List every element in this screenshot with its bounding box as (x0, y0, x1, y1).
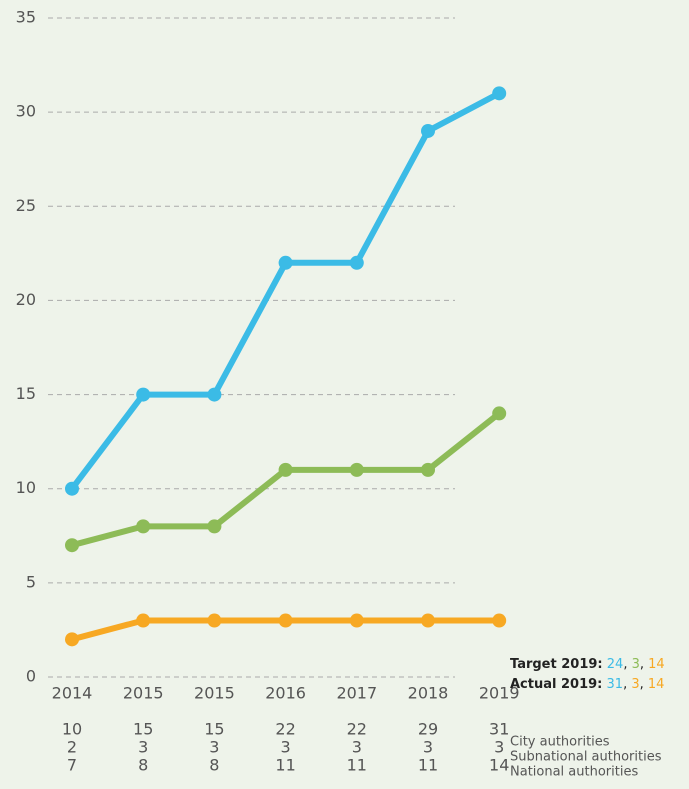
data-label: 3 (423, 738, 433, 757)
x-tick-label: 2018 (408, 684, 449, 703)
data-label: 10 (62, 720, 82, 739)
legend-entry: City authorities (510, 735, 610, 750)
y-tick-label: 5 (26, 572, 36, 591)
annotation: Actual 2019: 31, 3, 14 (510, 677, 664, 692)
data-point (278, 462, 293, 477)
legend-entry: Subnational authorities (510, 750, 662, 765)
data-label: 3 (209, 738, 219, 757)
data-point (349, 255, 364, 270)
data-point (136, 519, 151, 534)
data-label: 11 (347, 756, 367, 775)
data-point (492, 613, 507, 628)
data-label: 31 (489, 720, 509, 739)
data-point (278, 255, 293, 270)
data-label: 11 (275, 756, 295, 775)
y-tick-label: 0 (26, 667, 36, 686)
annotation-value: 14 (648, 677, 665, 692)
series-line (71, 411, 502, 549)
annotation: Target 2019: 24, 3, 14 (510, 657, 665, 672)
data-label: 29 (418, 720, 438, 739)
data-point (207, 519, 222, 534)
data-label: 8 (138, 756, 148, 775)
x-tick-label: 2015 (123, 684, 164, 703)
data-label: 8 (209, 756, 219, 775)
annotation-value: 24 (607, 657, 624, 672)
data-point (65, 481, 79, 496)
y-tick-label: 20 (16, 290, 36, 309)
y-tick-label: 30 (16, 102, 36, 121)
data-point (349, 613, 364, 628)
annotation-value: 3 (632, 657, 640, 672)
data-point (207, 613, 222, 628)
data-point (492, 406, 507, 421)
annotation-value: 3 (631, 677, 639, 692)
annotation-label: Actual 2019: (510, 677, 602, 692)
x-tick-label: 2019 (479, 684, 520, 703)
data-point (349, 462, 364, 477)
y-tick-label: 10 (16, 478, 36, 497)
y-tick-label: 35 (16, 8, 36, 27)
data-point (278, 613, 293, 628)
annotation-value: 31 (607, 677, 624, 692)
data-point (65, 538, 79, 553)
data-label: 15 (133, 720, 153, 739)
data-point (136, 613, 151, 628)
data-label: 2 (67, 738, 77, 757)
data-label: 15 (204, 720, 224, 739)
data-point (421, 613, 435, 628)
data-point (492, 86, 507, 101)
x-tick-label: 2015 (194, 684, 235, 703)
data-point (421, 462, 435, 477)
separator: , (640, 657, 648, 672)
data-label: 3 (494, 738, 504, 757)
separator: , (623, 657, 631, 672)
data-label: 3 (352, 738, 362, 757)
data-label: 7 (67, 756, 77, 775)
data-point (136, 387, 151, 402)
data-point (421, 123, 435, 138)
y-tick-label: 15 (16, 384, 36, 403)
data-label: 11 (418, 756, 438, 775)
data-label: 3 (138, 738, 148, 757)
x-tick-label: 2014 (52, 684, 93, 703)
separator: , (623, 677, 631, 692)
separator: , (640, 677, 648, 692)
data-label: 22 (275, 720, 295, 739)
data-label: 3 (281, 738, 291, 757)
data-label: 22 (347, 720, 367, 739)
x-tick-label: 2017 (336, 684, 377, 703)
y-tick-label: 25 (16, 196, 36, 215)
data-point (65, 632, 79, 647)
annotation-label: Target 2019: (510, 657, 603, 672)
x-tick-label: 2016 (265, 684, 306, 703)
annotation-value: 14 (648, 657, 665, 672)
series-line (69, 90, 501, 491)
data-label: 14 (489, 756, 509, 775)
legend-entry: National authorities (510, 765, 638, 780)
data-point (207, 387, 222, 402)
